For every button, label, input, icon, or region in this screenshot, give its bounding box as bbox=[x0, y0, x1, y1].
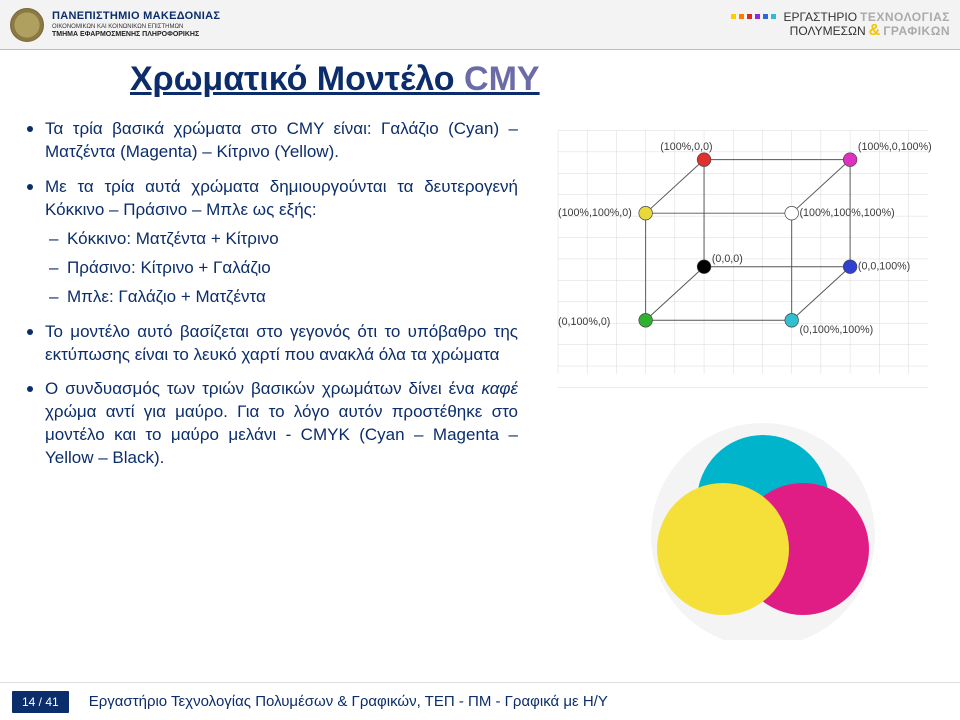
university-text: ΠΑΝΕΠΙΣΤΗΜΙΟ ΜΑΚΕΔΟΝΙΑΣ ΟΙΚΟΝΟΜΙΚΩΝ ΚΑΙ … bbox=[52, 11, 220, 38]
svg-text:(0,0,100%): (0,0,100%) bbox=[858, 261, 910, 273]
svg-text:(0,100%,100%): (0,100%,100%) bbox=[799, 324, 873, 336]
bullet-1: Τα τρία βασικά χρώματα στο CMY είναι: Γα… bbox=[45, 118, 518, 164]
lab-word-technologias: ΤΕΧΝΟΛΟΓΙΑΣ bbox=[860, 11, 950, 23]
university-block: ΠΑΝΕΠΙΣΤΗΜΙΟ ΜΑΚΕΔΟΝΙΑΣ ΟΙΚΟΝΟΜΙΚΩΝ ΚΑΙ … bbox=[10, 8, 220, 42]
lab-word-ergastirio: ΕΡΓΑΣΤΗΡΙΟ bbox=[783, 11, 857, 23]
footer-bar: 14 / 41 Εργαστήριο Τεχνολογίας Πολυμέσων… bbox=[0, 682, 960, 720]
bullet-2: Με τα τρία αυτά χρώματα δημιουργούνται τ… bbox=[45, 176, 518, 309]
bullet-4-pre: Ο συνδυασμός των τριών βασικών χρωμάτων … bbox=[45, 379, 481, 398]
slide: ΠΑΝΕΠΙΣΤΗΜΙΟ ΜΑΚΕΔΟΝΙΑΣ ΟΙΚΟΝΟΜΙΚΩΝ ΚΑΙ … bbox=[0, 0, 960, 720]
svg-text:(100%,100%,100%): (100%,100%,100%) bbox=[799, 207, 894, 219]
cmy-venn-diagram bbox=[628, 410, 898, 640]
lab-ampersand-icon: & bbox=[869, 23, 881, 39]
lab-dots-icon bbox=[731, 14, 776, 19]
lab-word-polymeson: ΠΟΛΥΜΕΣΩΝ bbox=[790, 25, 866, 37]
cmy-cube-diagram: (100%,0,0)(100%,0,100%)(100%,100%,0)(100… bbox=[558, 122, 928, 392]
bullet-3: Το μοντέλο αυτό βασίζεται στο γεγονός ότ… bbox=[45, 321, 518, 367]
sub-bullet-2: Πράσινο: Κίτρινο + Γαλάζιο bbox=[67, 257, 518, 280]
sub-bullet-1: Κόκκινο: Ματζέντα + Κίτρινο bbox=[67, 228, 518, 251]
university-seal-icon bbox=[10, 8, 44, 42]
page-number-badge: 14 / 41 bbox=[12, 691, 69, 713]
bullet-4-italic: καφέ bbox=[481, 379, 518, 398]
bullet-list: Τα τρία βασικά χρώματα στο CMY είναι: Γα… bbox=[45, 118, 518, 470]
university-name: ΠΑΝΕΠΙΣΤΗΜΙΟ ΜΑΚΕΔΟΝΙΑΣ bbox=[52, 11, 220, 22]
svg-text:(100%,0,100%): (100%,0,100%) bbox=[858, 141, 932, 153]
bullet-2-text: Με τα τρία αυτά χρώματα δημιουργούνται τ… bbox=[45, 177, 518, 219]
footer-text: Εργαστήριο Τεχνολογίας Πολυμέσων & Γραφι… bbox=[89, 693, 608, 710]
university-subtitle: ΟΙΚΟΝΟΜΙΚΩΝ ΚΑΙ ΚΟΙΝΩΝΙΚΩΝ ΕΠΙΣΤΗΜΩΝ bbox=[52, 24, 220, 30]
lab-word-grafikon: ΓΡΑΦΙΚΩΝ bbox=[883, 25, 950, 37]
title-accent: CMY bbox=[464, 60, 540, 98]
university-dept: ΤΜΗΜΑ ΕΦΑΡΜΟΣΜΕΝΗΣ ΠΛΗΡΟΦΟΡΙΚΗΣ bbox=[52, 31, 220, 38]
title-main: Χρωματικό Μοντέλο bbox=[130, 60, 464, 98]
sub-bullet-3: Μπλε: Γαλάζιο + Ματζέντα bbox=[67, 286, 518, 309]
text-column: Τα τρία βασικά χρώματα στο CMY είναι: Γα… bbox=[0, 110, 528, 670]
bullet-4: Ο συνδυασμός των τριών βασικών χρωμάτων … bbox=[45, 378, 518, 470]
graphics-column: (100%,0,0) (100%,0,100%) (100%,100%,0) (100… bbox=[528, 110, 960, 670]
sub-bullet-list: Κόκκινο: Ματζέντα + Κίτρινο Πράσινο: Κίτ… bbox=[67, 228, 518, 309]
svg-text:(100%,100%,0): (100%,100%,0) bbox=[558, 207, 632, 219]
svg-text:(0,0,0): (0,0,0) bbox=[712, 253, 743, 265]
body: Τα τρία βασικά χρώματα στο CMY είναι: Γα… bbox=[0, 110, 960, 670]
svg-text:(0,100%,0): (0,100%,0) bbox=[558, 316, 610, 328]
svg-text:(100%,0,0): (100%,0,0) bbox=[660, 141, 712, 153]
lab-block: ΕΡΓΑΣΤΗΡΙΟ ΤΕΧΝΟΛΟΓΙΑΣ ΠΟΛΥΜΕΣΩΝ & ΓΡΑΦΙ… bbox=[731, 11, 950, 39]
header-bar: ΠΑΝΕΠΙΣΤΗΜΙΟ ΜΑΚΕΔΟΝΙΑΣ ΟΙΚΟΝΟΜΙΚΩΝ ΚΑΙ … bbox=[0, 0, 960, 50]
bullet-4-post: χρώμα αντί για μαύρο. Για το λόγο αυτόν … bbox=[45, 402, 518, 467]
slide-title: Χρωματικό Μοντέλο CMY bbox=[130, 60, 540, 99]
